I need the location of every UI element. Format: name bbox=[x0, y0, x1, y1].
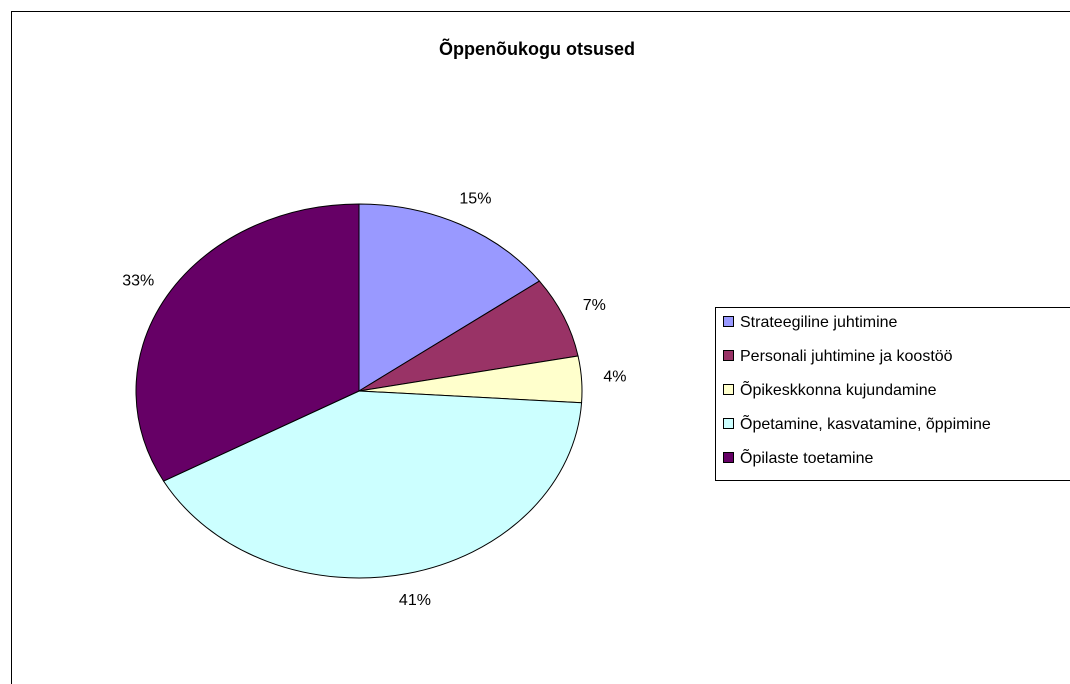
data-label: 4% bbox=[603, 369, 626, 386]
pie-slice bbox=[162, 390, 583, 579]
pie-slice bbox=[358, 203, 541, 392]
legend-swatch bbox=[723, 384, 734, 395]
legend-swatch bbox=[723, 418, 734, 429]
legend-swatch bbox=[723, 452, 734, 463]
legend-label: Strateegiline juhtimine bbox=[740, 314, 898, 331]
data-label: 15% bbox=[459, 191, 491, 208]
legend-label: Personali juhtimine ja koostöö bbox=[740, 348, 953, 365]
pie-slice bbox=[135, 203, 360, 482]
legend-swatch bbox=[723, 350, 734, 361]
data-label: 33% bbox=[122, 273, 154, 290]
data-label: 7% bbox=[583, 297, 606, 314]
legend-box bbox=[715, 307, 1070, 481]
legend-label: Õpetamine, kasvatamine, õppimine bbox=[740, 413, 991, 433]
legend-label: Õpikeskkonna kujundamine bbox=[740, 379, 937, 399]
chart-title: Õppenõukogu otsused bbox=[439, 38, 635, 59]
legend-label: Õpilaste toetamine bbox=[740, 447, 874, 467]
data-label: 41% bbox=[399, 592, 431, 609]
legend-swatch bbox=[723, 316, 734, 327]
